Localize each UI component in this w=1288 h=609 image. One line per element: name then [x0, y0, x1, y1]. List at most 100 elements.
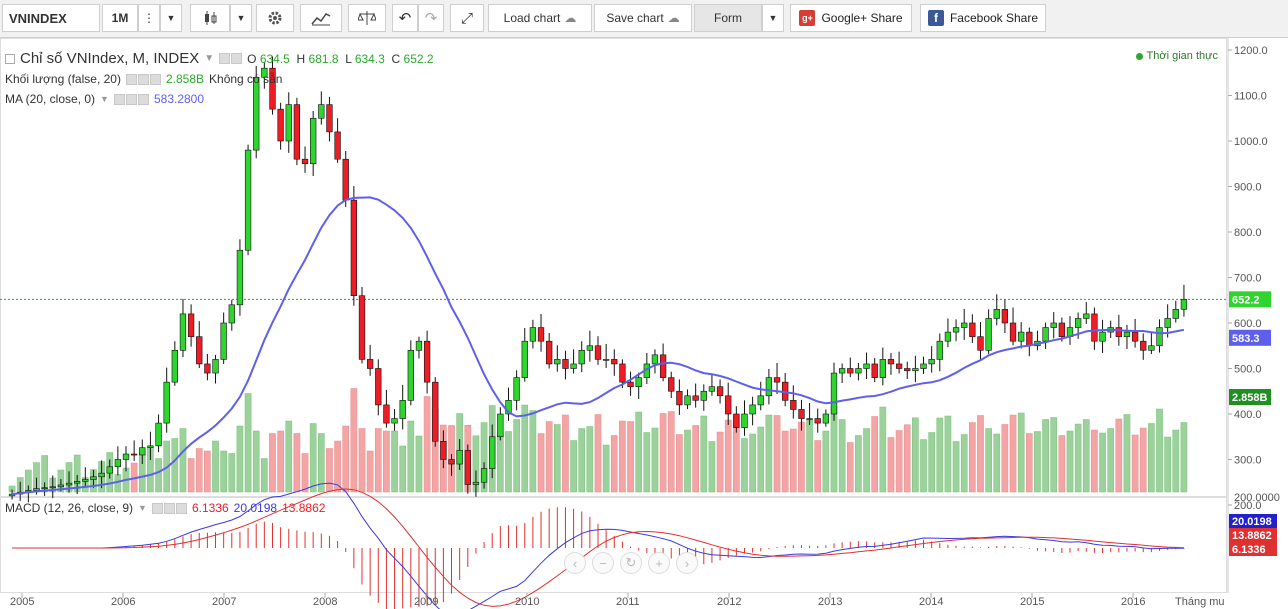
scroll-right-icon[interactable]: ›	[676, 552, 698, 574]
volume-bar	[423, 396, 431, 493]
volume-bar	[969, 422, 976, 493]
interval-button[interactable]: 1M	[102, 4, 138, 32]
load-chart-button[interactable]: Load chart ☁	[488, 4, 592, 32]
status-dot-icon	[1135, 52, 1143, 60]
volume-bar	[651, 427, 659, 493]
price-chart[interactable]: 1200.0 1100.0 1000.0 900.0 800.0 700.0 600.0 50…	[0, 38, 1288, 609]
compare-icon[interactable]	[348, 4, 386, 32]
ma-dropdown-icon[interactable]: ▼	[100, 94, 109, 104]
legend-buttons[interactable]	[219, 53, 243, 64]
form-button[interactable]: Form	[694, 4, 762, 32]
candle-body	[130, 453, 138, 456]
volume-bar	[578, 428, 586, 493]
cloud-download-icon: ☁	[564, 11, 577, 25]
candle-body	[244, 149, 252, 251]
macd-legend-buttons[interactable]	[151, 502, 187, 514]
zoom-out-icon[interactable]: −	[592, 552, 614, 574]
reset-icon[interactable]: ↻	[620, 552, 642, 574]
volume-bar	[1139, 427, 1147, 493]
candle-body	[798, 409, 805, 419]
google-plus-icon: g+	[799, 10, 816, 26]
volume-bar	[643, 432, 651, 493]
candle-body	[122, 453, 130, 460]
volume-bar	[757, 426, 765, 493]
candle-body	[562, 359, 569, 369]
macd-dropdown-icon[interactable]: ▼	[138, 503, 147, 513]
volume-bar	[301, 453, 309, 493]
chart-type-dropdown-icon[interactable]: ▼	[230, 4, 252, 32]
candle-body	[627, 381, 634, 387]
macd-legend: MACD (12, 26, close, 9) ▼ 6.1336 20.0198…	[5, 501, 325, 515]
candle-body	[822, 413, 830, 424]
indicators-icon[interactable]	[300, 4, 342, 32]
candle-body	[904, 368, 911, 372]
candle-body	[497, 413, 504, 438]
google-share-button[interactable]: g+ Google+ Share	[790, 4, 912, 32]
candle-body	[741, 413, 748, 428]
volume-bar	[407, 420, 415, 493]
candle-body	[285, 104, 292, 142]
volume-legend-buttons[interactable]	[125, 73, 161, 85]
candle-body	[912, 368, 919, 372]
save-chart-button[interactable]: Save chart ☁	[594, 4, 692, 32]
volume-bar	[570, 440, 577, 493]
candle-body	[472, 481, 480, 485]
candle-body	[204, 363, 211, 374]
collapse-icon[interactable]	[5, 53, 15, 64]
candle-body	[765, 377, 773, 397]
form-dropdown-icon[interactable]: ▼	[762, 4, 784, 32]
volume-bar	[529, 410, 537, 493]
interval-menu-icon[interactable]: ⋮	[138, 4, 160, 32]
candle-body	[684, 395, 691, 406]
candle-body	[171, 349, 178, 383]
ma-legend-buttons[interactable]	[113, 93, 149, 105]
candle-body	[619, 363, 626, 383]
legend-dropdown-icon[interactable]: ▼	[204, 53, 215, 64]
volume-bar	[700, 415, 708, 493]
volume-bar	[1123, 414, 1131, 493]
candle-body	[847, 368, 854, 374]
volume-bar	[765, 414, 773, 493]
volume-bar	[342, 425, 350, 493]
volume-bar	[789, 428, 797, 493]
candle-body	[936, 340, 943, 360]
candle-body	[814, 418, 821, 424]
candle-body	[1115, 327, 1122, 337]
candle-body	[407, 349, 414, 401]
last-price-tag: 652.2	[1232, 294, 1260, 306]
volume-bar	[928, 432, 935, 493]
candle-body	[277, 108, 284, 142]
gear-icon[interactable]	[256, 4, 294, 32]
volume-bar	[1107, 428, 1115, 493]
candle-body	[1172, 309, 1179, 319]
volume-bar	[228, 453, 236, 493]
undo-icon[interactable]: ↶	[392, 4, 418, 32]
cloud-upload-icon: ☁	[667, 11, 680, 25]
volume-bar	[293, 433, 301, 493]
chevron-down-icon[interactable]: ▼	[160, 4, 182, 32]
volume-value: 2.858B	[165, 72, 205, 86]
candle-body	[8, 493, 16, 497]
redo-icon[interactable]: ↷	[418, 4, 444, 32]
price-tick-label: 300.0	[1234, 455, 1262, 467]
macd-tag: 6.1336	[1232, 544, 1266, 556]
facebook-share-button[interactable]: f Facebook Share	[920, 4, 1046, 32]
time-tick-label: 2016	[1121, 596, 1145, 608]
candle-body	[668, 377, 675, 392]
symbol-input[interactable]: VNINDEX	[2, 4, 100, 32]
volume-bar	[773, 415, 781, 493]
candle-body	[1140, 340, 1147, 351]
time-tick-label: 2013	[818, 596, 842, 608]
fullscreen-icon[interactable]: ⤢	[450, 4, 484, 32]
volume-bar	[659, 413, 667, 493]
volume-bar	[887, 437, 895, 493]
volume-bar	[399, 445, 407, 493]
candle-body	[74, 481, 81, 484]
time-tick-label: 2014	[919, 596, 943, 608]
zoom-in-icon[interactable]: +	[648, 552, 670, 574]
candlestick-icon[interactable]	[190, 4, 230, 32]
macd-tag-bg	[1229, 528, 1277, 542]
macd-tag-bg	[1229, 514, 1277, 528]
candle-body	[366, 359, 374, 369]
scroll-left-icon[interactable]: ‹	[564, 552, 586, 574]
